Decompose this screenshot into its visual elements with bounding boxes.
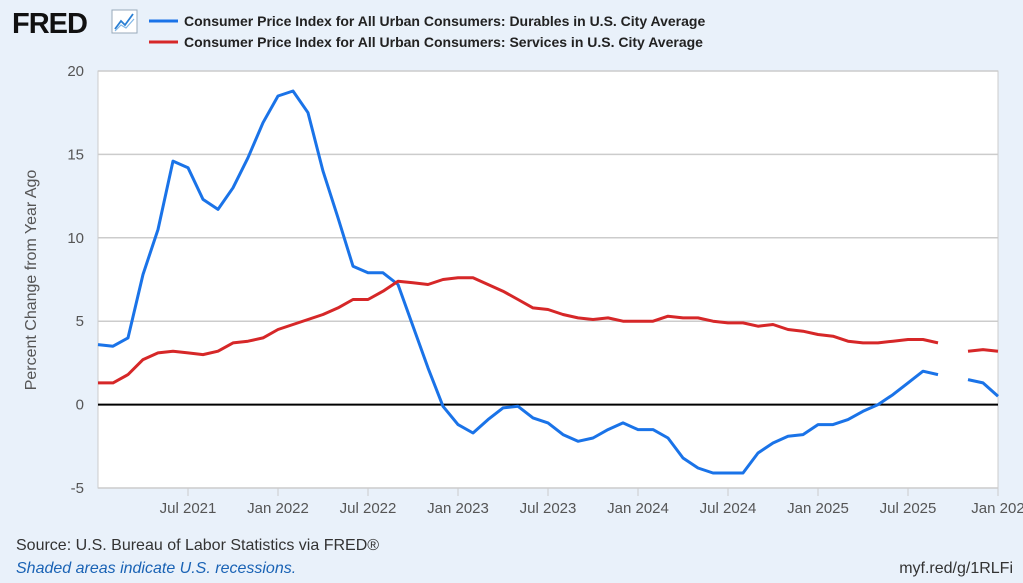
x-tick-label: Jan 2025 — [787, 500, 849, 517]
x-tick-label: Jul 2021 — [160, 500, 217, 517]
y-tick-label: 20 — [67, 63, 84, 80]
y-tick-label: 10 — [67, 230, 84, 247]
x-tick-label: Jul 2023 — [520, 500, 577, 517]
series-line-durables — [97, 89, 939, 475]
y-tick-label: 15 — [67, 146, 84, 163]
y-axis-label: Percent Change from Year Ago — [23, 170, 40, 391]
line-chart-icon — [111, 9, 138, 34]
y-tick-label: 5 — [76, 313, 84, 330]
y-tick-label: -5 — [71, 480, 84, 497]
short-url-link[interactable]: myf.red/g/1RLFi — [899, 560, 1013, 577]
legend: Consumer Price Index for All Urban Consu… — [149, 13, 705, 50]
x-tick-label: Jul 2024 — [700, 500, 757, 517]
x-tick-label: Jul 2022 — [340, 500, 397, 517]
x-tick-label: Jan 2024 — [607, 500, 669, 517]
series-lines — [97, 89, 999, 475]
legend-item-durables[interactable]: Consumer Price Index for All Urban Consu… — [149, 13, 705, 29]
legend-label-durables: Consumer Price Index for All Urban Consu… — [184, 13, 705, 29]
series-line-services — [98, 276, 939, 385]
x-tick-label: Jan 2023 — [427, 500, 489, 517]
plot-area — [97, 70, 999, 489]
y-axis: -5 0 5 10 15 20 — [67, 63, 84, 497]
x-axis: Jul 2021 Jan 2022 Jul 2022 Jan 2023 Jul 2023… — [160, 488, 1023, 517]
series-line-durables — [967, 378, 999, 398]
recession-note-link[interactable]: Shaded areas indicate U.S. recessions. — [16, 560, 296, 577]
source-text: Source: U.S. Bureau of Labor Statistics … — [16, 537, 379, 554]
y-tick-label: 0 — [76, 397, 84, 414]
legend-item-services[interactable]: Consumer Price Index for All Urban Consu… — [149, 34, 703, 50]
x-tick-label: Jan 202 — [971, 500, 1023, 517]
legend-label-services: Consumer Price Index for All Urban Consu… — [184, 34, 703, 50]
fred-logo[interactable]: FRED — [12, 8, 138, 40]
series-line-services — [967, 348, 999, 353]
x-tick-label: Jul 2025 — [880, 500, 937, 517]
x-tick-label: Jan 2022 — [247, 500, 309, 517]
logo-text: FRED — [12, 8, 87, 40]
